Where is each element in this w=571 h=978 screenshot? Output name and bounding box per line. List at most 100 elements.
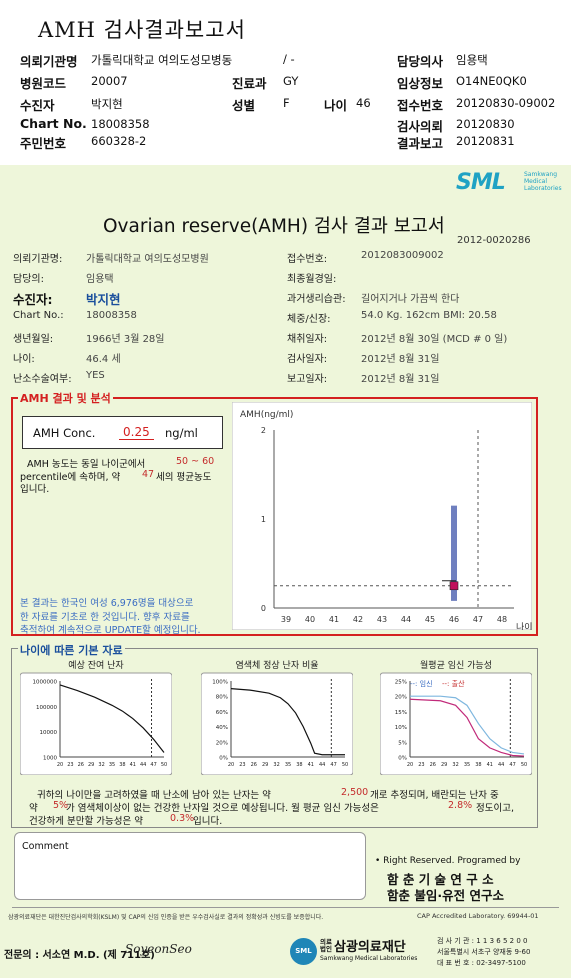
amh-y-tick-label: 0	[261, 604, 266, 613]
info-label-age: 나이:	[13, 354, 35, 365]
mini-x-tick-label: 35	[285, 762, 291, 768]
mini-x-tick-label: 38	[119, 762, 125, 768]
info-label-weight-height: 체중/신장:	[287, 314, 331, 325]
mini-x-tick-label: 44	[140, 762, 146, 768]
mini-x-tick-label: 32	[452, 762, 458, 768]
rights-reserved: • Right Reserved. Programed by	[375, 856, 521, 866]
amh-x-tick-label: 42	[353, 615, 363, 624]
amh-patient-point	[449, 581, 459, 591]
footer-doctor: 전문의 : 서소연 M.D. (제 711호)	[4, 950, 155, 961]
amh-desc-line2: percentile에 속하며, 약	[20, 472, 121, 483]
info-label-patient: 수진자:	[13, 292, 53, 307]
amh-x-tick-label: 39	[281, 615, 291, 624]
mini-y-tick-label: 60%	[216, 710, 228, 716]
amh-y-tick-label: 2	[261, 426, 266, 435]
info-value-menstrual-habit: 길어지거나 가끔씩 한다	[361, 294, 460, 305]
mini-y-tick-label: 5%	[398, 740, 407, 746]
mini-x-tick-label: 29	[441, 762, 447, 768]
footer-cap: CAP Accredited Laboratory. 69944-01	[417, 912, 539, 920]
mini-x-tick-label: 50	[161, 762, 167, 768]
age-section-label: 나이에 따른 기본 자료	[18, 642, 125, 658]
mini-x-tick-label: 29	[262, 762, 268, 768]
mini-y-tick-label: 40%	[216, 725, 228, 731]
info-label-institution: 의뢰기관명:	[13, 254, 63, 265]
label-chart-no: Chart No.	[20, 116, 87, 131]
mini-x-tick-label: 41	[308, 762, 314, 768]
amh-desc-range: 50 ~ 60	[176, 456, 215, 467]
footer-org-small: 의료법인	[320, 938, 332, 953]
mini-y-tick-label: 0%	[219, 756, 228, 762]
mini-y-tick-label: 1000	[43, 756, 57, 762]
amh-x-tick-label: 44	[401, 615, 411, 624]
info-value-surgery: YES	[86, 370, 105, 381]
value-hospital-code: 20007	[91, 74, 128, 88]
value-doctor: 임용택	[456, 53, 488, 67]
label-test-request: 검사의뢰	[397, 119, 444, 134]
amh-y-tick-label: 1	[261, 515, 266, 524]
label-institution: 의뢰기관명	[20, 54, 78, 69]
mini-x-tick-label: 50	[342, 762, 348, 768]
mini-series-line	[230, 688, 345, 756]
info-value-collection-date: 2012년 8월 30일 (MCD # 0 일)	[361, 334, 508, 345]
value-resident-no: 660328-2	[91, 134, 147, 148]
mini-x-tick-label: 26	[430, 762, 436, 768]
info-label-doctor: 담당의:	[13, 274, 44, 285]
info-label-menstrual-habit: 과거생리습관:	[287, 294, 346, 305]
footer-signature: SoyeonSeo	[125, 942, 192, 956]
report-header-title: AMH 검사결과보고서	[38, 18, 246, 42]
summary-line1c: 개로 추정되며, 배란되는 난자 중	[370, 790, 499, 801]
mini-x-tick-label: 47	[330, 762, 336, 768]
mini-x-tick-label: 23	[67, 762, 73, 768]
comment-label: Comment	[22, 841, 69, 852]
value-receipt-no: 20120830-09002	[456, 96, 556, 110]
normal-chromosome-chart: 염색체 정상 난자 비율 100% 80% 60% 40% 20% 0%20 23 26 29 3…	[201, 660, 353, 775]
info-label-chart: Chart No.:	[13, 310, 64, 321]
summary-pregnancy-pct: 2.8%	[448, 800, 473, 811]
mini-x-tick-label: 20	[57, 762, 63, 768]
amh-x-tick-label: 43	[377, 615, 387, 624]
summary-line3a: 건강하게 분만할 가능성은 약	[29, 816, 143, 827]
mini-legend-birth: --: 출산	[442, 679, 465, 688]
mini-x-tick-label: 23	[239, 762, 245, 768]
footer-logo-icon: SML	[290, 938, 317, 965]
value-department: GY	[283, 74, 299, 88]
mini-y-tick-label: 1000000	[33, 680, 58, 686]
footer-org-name: 삼광의료재단	[334, 940, 406, 955]
amh-conc-box: AMH Conc. 0.25 ng/ml	[22, 416, 223, 449]
mini-y-tick-label: 10%	[395, 725, 407, 731]
mini-series-line	[59, 684, 165, 753]
amh-x-tick-label: 41	[329, 615, 339, 624]
rights-institute-name: 함춘 불임·유전 연구소	[387, 888, 504, 903]
mini-x-tick-label: 23	[418, 762, 424, 768]
amh-data-note: 본 결과는 한국인 여성 6,976명을 대상으로 한 자료를 기초로 한 것입…	[20, 598, 201, 636]
amh-result-section	[11, 397, 538, 636]
info-value-doctor: 임용택	[86, 274, 114, 285]
mini-x-tick-label: 26	[251, 762, 257, 768]
mini-y-tick-label: 25%	[395, 680, 407, 686]
mini-x-tick-label: 47	[509, 762, 515, 768]
mini-y-tick-label: 100%	[212, 680, 228, 686]
label-age: 나이	[324, 98, 348, 113]
amh-x-tick-label: 40	[305, 615, 315, 624]
value-slash: / -	[283, 52, 295, 66]
remaining-eggs-title: 예상 잔여 난자	[68, 659, 124, 671]
value-institution: 가톨릭대학교 여의도성모병동	[91, 53, 233, 67]
value-chart-no: 18008358	[91, 117, 150, 131]
remaining-eggs-frame	[20, 672, 172, 775]
mini-x-tick-label: 41	[130, 762, 136, 768]
mini-x-tick-label: 44	[498, 762, 504, 768]
mini-x-tick-label: 35	[464, 762, 470, 768]
sml-logo: SML	[456, 170, 506, 195]
amh-conc-label: AMH Conc.	[33, 426, 96, 440]
mini-x-tick-label: 47	[150, 762, 156, 768]
summary-birth-pct: 0.3%	[170, 813, 195, 824]
value-patient: 박지현	[91, 97, 123, 111]
amh-age-chart: AMH(ng/ml) 0 1 2 39 40 41 42 43 44 45 46 47 48 나이	[232, 402, 532, 630]
info-value-institution: 가톨릭대학교 여의도성모병원	[86, 254, 209, 265]
info-label-lmp: 최종월경일:	[287, 274, 337, 285]
footer-disclaimer: 삼광의료재단은 대한진단검사의학회(KSLM) 및 CAP의 신임 인증을 받은…	[8, 914, 324, 921]
mini-x-tick-label: 26	[78, 762, 84, 768]
info-label-birth: 생년월일:	[13, 334, 54, 345]
mini-x-tick-label: 32	[98, 762, 104, 768]
sml-logo-subtext: Samkwang Medical Laboratories	[524, 171, 562, 192]
